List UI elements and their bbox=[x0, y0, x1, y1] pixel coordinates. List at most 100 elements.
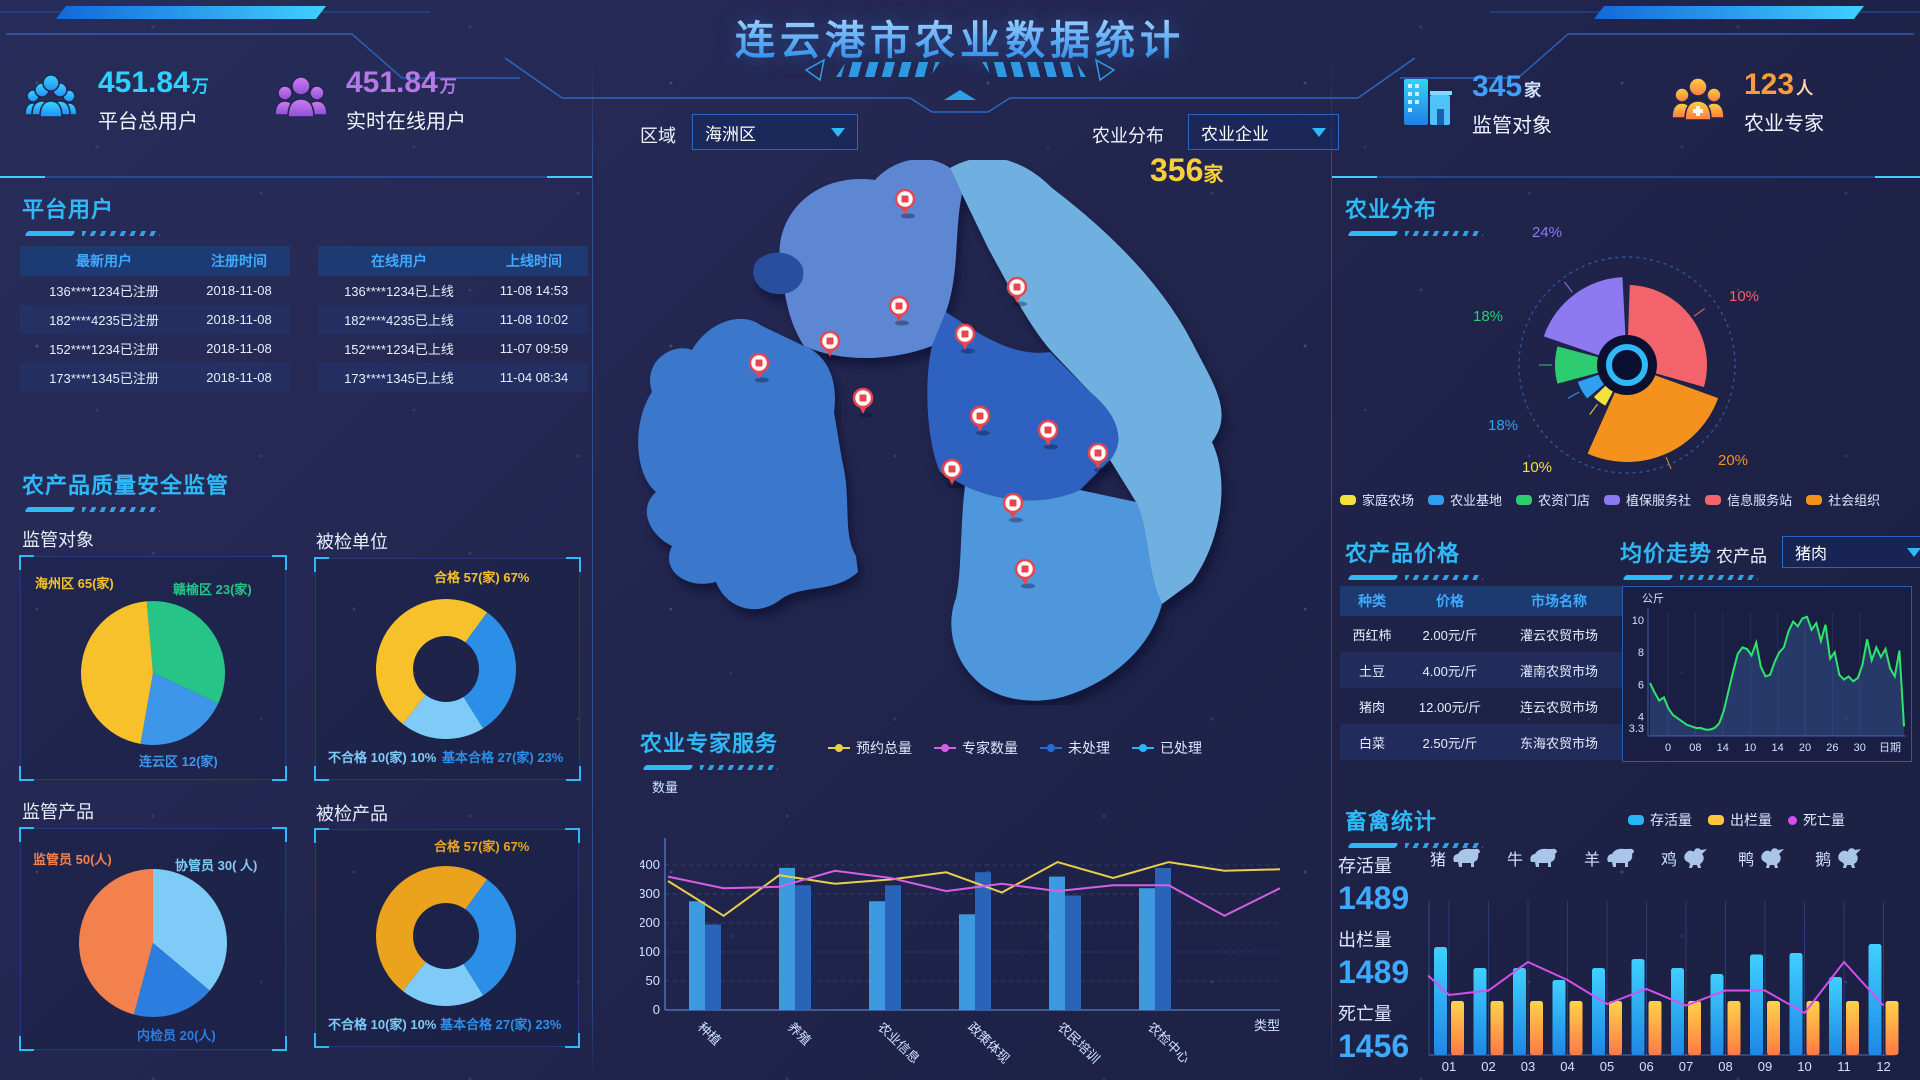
map-pin[interactable] bbox=[748, 352, 770, 383]
animal-tab-cow[interactable]: 牛 bbox=[1507, 846, 1558, 870]
map-pin[interactable] bbox=[894, 188, 916, 219]
table-header-row: 在线用户 上线时间 bbox=[318, 246, 588, 276]
legend-item[interactable]: 社会组织 bbox=[1806, 490, 1880, 509]
section-title: 农业专家服务 bbox=[640, 731, 779, 756]
legend-label: 专家数量 bbox=[962, 740, 1018, 756]
animal-tab-goat[interactable]: 羊 bbox=[1584, 846, 1635, 870]
legend-label: 农资门店 bbox=[1538, 493, 1591, 508]
duck-icon bbox=[1761, 848, 1785, 868]
map-pin[interactable] bbox=[1002, 492, 1024, 523]
svg-text:农民培训: 农民培训 bbox=[1055, 1019, 1103, 1066]
goat-icon bbox=[1607, 848, 1635, 867]
livestock-legend: 存活量 出栏量 死亡量 bbox=[1628, 810, 1845, 830]
legend-item[interactable]: 预约总量 bbox=[828, 738, 912, 758]
table-cell: 最新用户 bbox=[76, 253, 132, 269]
map-pin[interactable] bbox=[1006, 276, 1028, 307]
table-row: 猪肉 12.00元/斤 连云农贸市场 bbox=[1340, 688, 1622, 724]
table-cell: 11-04 08:34 bbox=[499, 370, 569, 385]
svg-text:10%: 10% bbox=[1729, 288, 1759, 305]
map-pin[interactable] bbox=[1014, 558, 1036, 589]
stat-value: 1456 bbox=[1338, 1028, 1410, 1064]
svg-text:14: 14 bbox=[1717, 742, 1729, 754]
table-cell: 12.00元/斤 bbox=[1418, 699, 1482, 715]
table-row: 西红柿 2.00元/斤 灌云农贸市场 bbox=[1340, 616, 1622, 652]
table-header-row: 种类 价格 市场名称 bbox=[1340, 586, 1622, 616]
animal-tab-pig[interactable]: 猪 bbox=[1430, 846, 1481, 870]
title-emblem-right bbox=[982, 62, 1086, 77]
section-underline bbox=[1620, 575, 1758, 580]
table-row: 136****1234已上线 11-08 14:53 bbox=[318, 276, 588, 305]
legend-item[interactable]: 已处理 bbox=[1132, 738, 1202, 758]
stat-value: 451.84 bbox=[98, 66, 190, 99]
legend-item[interactable]: 存活量 bbox=[1628, 810, 1692, 830]
slice-label: 不合格 10(家) 10% bbox=[328, 1017, 437, 1032]
stat-unit: 家 bbox=[1524, 81, 1542, 100]
product-select[interactable]: 猪肉 bbox=[1782, 536, 1920, 568]
table-cell: 11-08 14:53 bbox=[499, 283, 569, 298]
left-section-divider bbox=[0, 176, 592, 178]
section-underline bbox=[22, 507, 172, 512]
legend-item[interactable]: 家庭农场 bbox=[1340, 490, 1414, 509]
chevron-down-icon bbox=[1907, 547, 1920, 557]
goose-icon bbox=[1838, 848, 1862, 868]
table-cell: 在线用户 bbox=[371, 253, 427, 269]
left-panel-divider bbox=[592, 56, 593, 1080]
legend-item[interactable]: 信息服务站 bbox=[1705, 490, 1792, 509]
animal-tab-duck[interactable]: 鸭 bbox=[1738, 846, 1789, 870]
stat-unit: 人 bbox=[1796, 79, 1814, 98]
legend-item[interactable]: 出栏量 bbox=[1708, 810, 1772, 830]
chart-title-inspected-products: 被检产品 bbox=[316, 804, 388, 824]
map-pin[interactable] bbox=[969, 405, 991, 436]
stat-label: 死亡量 bbox=[1338, 1004, 1392, 1024]
legend-item[interactable]: 未处理 bbox=[1040, 738, 1110, 758]
animal-label: 鹅 bbox=[1815, 852, 1832, 869]
table-cell: 灌南农贸市场 bbox=[1519, 663, 1598, 679]
supervision-objects-pie-chart: 赣榆区 23(家) 连云区 12(家) 海州区 65(家) bbox=[19, 555, 287, 781]
svg-text:04: 04 bbox=[1560, 1059, 1574, 1074]
svg-text:公斤: 公斤 bbox=[1642, 592, 1664, 605]
map-pin[interactable] bbox=[954, 323, 976, 354]
legend-item[interactable]: 农业基地 bbox=[1428, 490, 1502, 509]
legend-item[interactable]: 死亡量 bbox=[1788, 810, 1845, 830]
distribution-select[interactable]: 农业企业 bbox=[1188, 114, 1339, 150]
stat-label: 出栏量 bbox=[1338, 930, 1392, 950]
map-pin[interactable] bbox=[819, 330, 841, 361]
table-cell: 土豆 bbox=[1358, 663, 1385, 679]
animal-tab-goose[interactable]: 鹅 bbox=[1815, 846, 1866, 870]
svg-text:08: 08 bbox=[1689, 742, 1701, 754]
map-pin[interactable] bbox=[888, 295, 910, 326]
svg-text:10%: 10% bbox=[1522, 459, 1552, 476]
legend-item[interactable]: 植保服务社 bbox=[1604, 490, 1691, 509]
legend-label: 已处理 bbox=[1160, 740, 1202, 756]
slice-label: 海州区 65(家) bbox=[35, 576, 114, 591]
legend-item[interactable]: 农资门店 bbox=[1516, 490, 1590, 509]
map-pin[interactable] bbox=[1087, 442, 1109, 473]
map-pin[interactable] bbox=[941, 458, 963, 489]
page-title: 连云港市农业数据统计 bbox=[0, 8, 1920, 66]
table-cell: 152****1234已上线 bbox=[344, 342, 454, 357]
slice-label: 赣榆区 23(家) bbox=[173, 582, 252, 597]
region-select[interactable]: 海洲区 bbox=[692, 114, 858, 150]
svg-text:3.3: 3.3 bbox=[1629, 723, 1644, 735]
animal-label: 牛 bbox=[1507, 852, 1524, 869]
table-cell: 灌云农贸市场 bbox=[1519, 627, 1598, 643]
animal-tab-chicken[interactable]: 鸡 bbox=[1661, 846, 1712, 870]
stat-value: 1489 bbox=[1338, 880, 1410, 916]
svg-text:18%: 18% bbox=[1473, 308, 1503, 325]
table-cell: 11-08 10:02 bbox=[499, 312, 569, 327]
slice-label: 不合格 10(家) 10% bbox=[328, 750, 437, 765]
legend-item[interactable]: 专家数量 bbox=[934, 738, 1018, 758]
building-icon bbox=[1398, 73, 1456, 136]
stat-label: 监管对象 bbox=[1472, 115, 1552, 137]
section-underline bbox=[1345, 231, 1495, 236]
agri-distribution-rose-chart: 10% 20% 10% 18% 18% 24% bbox=[1470, 224, 1790, 500]
map-pin[interactable] bbox=[852, 387, 874, 418]
livestock-chart: 01 02 03 04 05 06 07 08 09 10 11 12 bbox=[1425, 895, 1910, 1080]
map-pin[interactable] bbox=[1037, 419, 1059, 450]
svg-text:300: 300 bbox=[640, 886, 660, 901]
table-row: 152****1234已上线 11-07 09:59 bbox=[318, 334, 588, 363]
svg-text:03: 03 bbox=[1521, 1059, 1535, 1074]
slice-label: 协管员 30( 人) bbox=[175, 858, 258, 873]
chevron-down-icon bbox=[1312, 127, 1326, 137]
table-cell: 猪肉 bbox=[1358, 699, 1385, 715]
